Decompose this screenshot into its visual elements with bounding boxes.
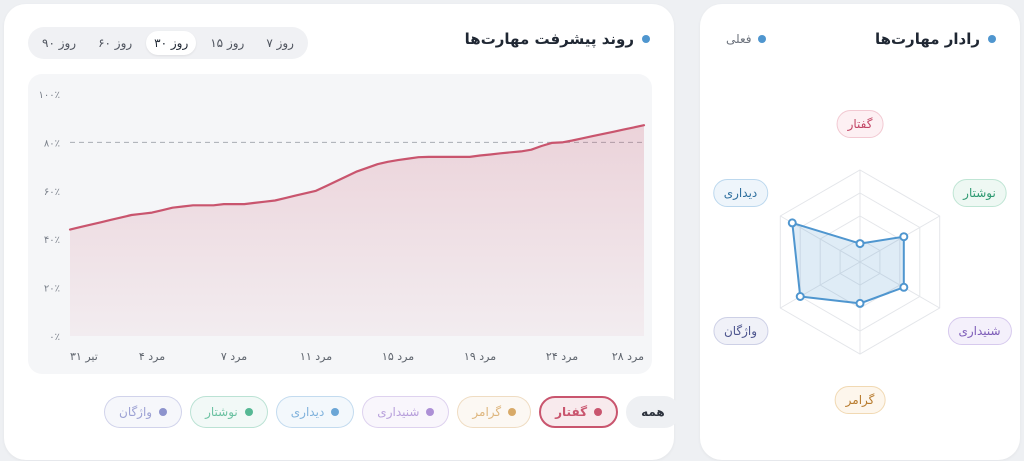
x-tick-label: مرد ۲۴ bbox=[546, 350, 578, 363]
filter-speaking[interactable]: گفتار bbox=[539, 396, 619, 428]
line-chart-svg: ۰٪ ۲۰٪ ۴۰٪ ۶۰٪ ۸۰٪ ۱۰۰٪ تیر ۳۱ مرد ۴ مرد ۷ مرد ۱۱… bbox=[39, 90, 646, 363]
series-area bbox=[70, 125, 644, 336]
skill-filters: واژگان نوشتار دیداری شنیداری گرامر گفتار… bbox=[104, 394, 680, 430]
progress-title-text: روند پیشرفت مهارت‌ها bbox=[464, 30, 634, 48]
radar-series-area bbox=[791, 221, 905, 305]
series-line bbox=[68, 124, 646, 231]
x-tick-label: تیر ۳۱ bbox=[70, 350, 98, 363]
radar-point bbox=[795, 292, 805, 301]
visual-dot-icon bbox=[331, 408, 340, 416]
tab-90-days[interactable]: ۹۰ روز bbox=[42, 36, 77, 50]
radar-chart bbox=[779, 169, 941, 355]
title-dot-icon bbox=[642, 35, 650, 43]
filter-label: گفتار bbox=[555, 405, 588, 419]
x-tick-label: مرد ۱۱ bbox=[300, 350, 332, 363]
y-tick-label: ۱۰۰٪ bbox=[39, 90, 60, 101]
x-tick-label: مرد ۲۸ bbox=[612, 350, 644, 363]
line-chart: ۰٪ ۲۰٪ ۴۰٪ ۶۰٪ ۸۰٪ ۱۰۰٪ تیر ۳۱ مرد ۴ مرد ۷ مرد ۱۱… bbox=[28, 74, 652, 374]
filter-all[interactable]: همه bbox=[626, 396, 680, 428]
radar-point bbox=[899, 282, 909, 292]
radar-axis bbox=[859, 261, 940, 309]
tab-7-days[interactable]: ۷ روز bbox=[266, 36, 294, 50]
radar-axis-label: شنیداری bbox=[947, 317, 1012, 345]
tab-15-days[interactable]: ۱۵ روز bbox=[210, 36, 245, 50]
filter-writing[interactable]: نوشتار bbox=[190, 396, 268, 428]
radar-legend: فعلی bbox=[726, 32, 766, 46]
filter-label: نوشتار bbox=[205, 405, 238, 419]
filter-visual[interactable]: دیداری bbox=[275, 396, 355, 428]
radar-point bbox=[855, 298, 865, 308]
radar-title-text: رادار مهارت‌ها bbox=[874, 30, 980, 48]
radar-axis-label: واژگان bbox=[712, 317, 769, 345]
radar-axis-label: گفتار bbox=[836, 110, 884, 138]
filter-grammar[interactable]: گرامر bbox=[457, 396, 532, 428]
y-tick-label: ۸۰٪ bbox=[44, 138, 60, 149]
x-tick-label: مرد ۱۵ bbox=[382, 350, 414, 363]
listening-dot-icon bbox=[426, 408, 435, 416]
radar-point bbox=[855, 239, 865, 249]
y-tick-label: ۴۰٪ bbox=[44, 235, 60, 246]
filter-label: همه bbox=[641, 405, 665, 419]
vocabulary-dot-icon bbox=[159, 408, 168, 416]
radar-point bbox=[899, 232, 909, 242]
filter-label: شنیداری bbox=[377, 405, 420, 419]
writing-dot-icon bbox=[244, 408, 253, 416]
title-dot-icon bbox=[988, 35, 996, 43]
radar-card: رادار مهارت‌ها فعلی گفتار نوشتار شنیداری گر… bbox=[700, 4, 1020, 460]
radar-axis-label: گرامر bbox=[834, 386, 886, 414]
filter-label: گرامر bbox=[472, 405, 502, 419]
x-tick-label: مرد ۴ bbox=[139, 350, 165, 363]
range-tabs: ۹۰ روز ۶۰ روز ۳۰ روز ۱۵ روز ۷ روز bbox=[28, 27, 308, 59]
filter-label: دیداری bbox=[290, 405, 325, 419]
progress-title: روند پیشرفت مهارت‌ها bbox=[465, 28, 650, 50]
y-tick-label: ۲۰٪ bbox=[44, 284, 60, 295]
current-dot-icon bbox=[757, 35, 766, 43]
filter-label: واژگان bbox=[119, 405, 153, 419]
radar-axis bbox=[780, 261, 861, 309]
progress-card: روند پیشرفت مهارت‌ها ۹۰ روز ۶۰ روز ۳۰ رو… bbox=[4, 4, 680, 460]
grammar-dot-icon bbox=[508, 408, 517, 416]
y-tick-label: ۶۰٪ bbox=[44, 187, 60, 198]
x-tick-label: مرد ۷ bbox=[221, 350, 247, 363]
filter-vocabulary[interactable]: واژگان bbox=[104, 396, 183, 428]
tab-30-days[interactable]: ۳۰ روز bbox=[146, 31, 197, 55]
radar-point bbox=[787, 218, 797, 228]
radar-axis-label: نوشتار bbox=[952, 179, 1007, 207]
radar-title: رادار مهارت‌ها bbox=[875, 28, 996, 50]
tab-60-days[interactable]: ۶۰ روز bbox=[98, 36, 133, 50]
filter-listening[interactable]: شنیداری bbox=[362, 396, 450, 428]
x-tick-label: مرد ۱۹ bbox=[464, 350, 496, 363]
radar-axis-label: دیداری bbox=[712, 179, 769, 207]
y-tick-label: ۰٪ bbox=[49, 332, 60, 343]
speaking-dot-icon bbox=[594, 408, 603, 416]
radar-legend-label: فعلی bbox=[726, 32, 752, 46]
radar-axis bbox=[859, 215, 940, 263]
